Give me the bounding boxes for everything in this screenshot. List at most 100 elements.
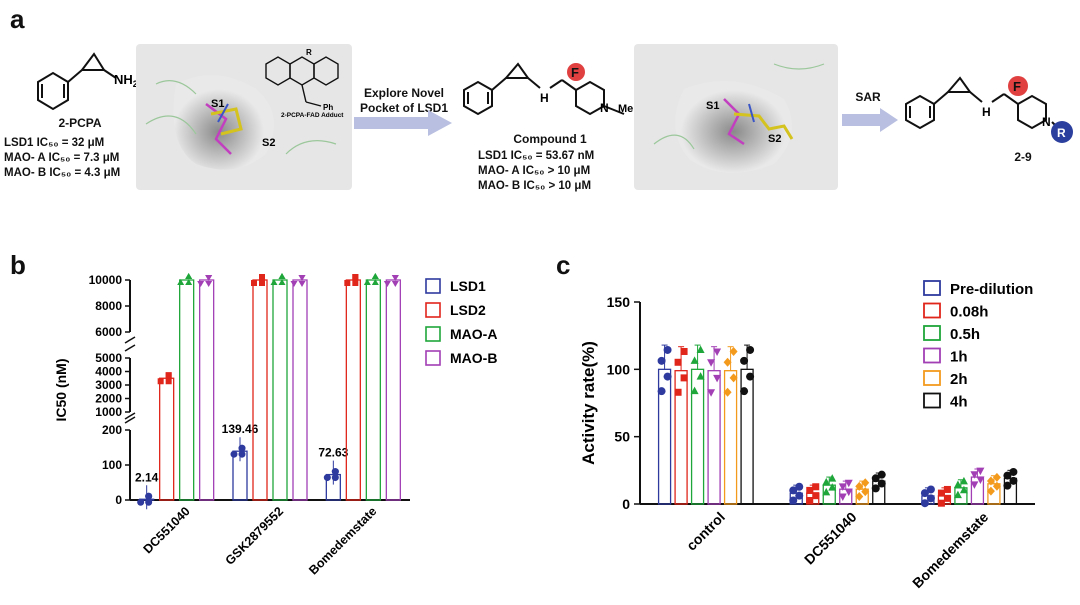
point-4h <box>871 474 880 483</box>
point-mao-b <box>391 275 399 281</box>
y-tick-label: 10000 <box>89 273 123 287</box>
legend-swatch-1h <box>923 347 941 364</box>
legend-swatch-mao-b <box>425 350 441 366</box>
point-mao-a <box>278 273 286 279</box>
legend-swatch-lsd1 <box>425 278 441 294</box>
chart-b-bars: 2.14 139.46 72.63 <box>135 273 401 510</box>
point-pre-dilution <box>926 494 935 503</box>
point-lsd1 <box>230 450 238 458</box>
legend-swatch-mao-a <box>425 326 441 342</box>
legend-label-4h: 4h <box>950 394 968 411</box>
point-0-5h <box>822 477 831 486</box>
bar-mao-b-gsk2879552 <box>292 279 308 501</box>
point-lsd2 <box>251 280 257 286</box>
pcpa-ic50-list: LSD1 IC₅₀ = 32 μM MAO- A IC₅₀ = 7.3 μM MAO… <box>4 136 120 181</box>
point-1h <box>707 359 716 367</box>
point-2h <box>855 491 864 501</box>
point-1h <box>838 483 847 491</box>
compound1-ic50-maoa: MAO- A IC₅₀ > 10 μM <box>478 165 591 177</box>
compound29-f: F <box>1013 79 1021 94</box>
point-lsd1 <box>137 498 145 506</box>
point-lsd2 <box>344 280 351 286</box>
arrow2-label: SAR <box>855 90 881 104</box>
x-tick-label-dc551040: DC551040 <box>801 509 860 568</box>
dock1-s2: S2 <box>262 137 275 149</box>
chart-b-legend: LSD1 LSD2 MAO-A MAO-B <box>425 278 497 366</box>
y-tick-label: 6000 <box>95 325 122 339</box>
point-0-08h <box>943 494 951 502</box>
point-1h <box>976 476 985 484</box>
point-1h <box>970 471 979 479</box>
y-tick-label: 50 <box>614 429 630 445</box>
y-tick-label: 5000 <box>95 351 122 365</box>
point-pre-dilution <box>926 485 935 494</box>
point-0-08h <box>680 347 688 355</box>
point-mao-b <box>383 281 391 287</box>
point-0-5h <box>959 485 968 494</box>
pcpa-ic50-maob: MAO- B IC₅₀ = 4.3 μM <box>4 167 121 179</box>
point-0-5h <box>959 476 968 485</box>
compound1-f: F <box>571 65 579 80</box>
pcpa-name: 2-PCPA <box>58 116 102 130</box>
compound1-nh: H <box>540 91 549 105</box>
point-1h <box>707 389 716 397</box>
point-pre-dilution <box>795 491 804 500</box>
legend-swatch-0-08h <box>923 302 941 319</box>
x-tick-label-dc551040: DC551040 <box>141 504 193 556</box>
point-0-08h <box>680 374 688 382</box>
bar-mao-a-dc551040 <box>179 279 195 501</box>
axis-break-mark <box>124 344 136 352</box>
y-tick-label: 200 <box>102 423 122 437</box>
dock2-s1: S1 <box>706 100 719 112</box>
point-mao-b <box>205 275 213 281</box>
point-pre-dilution <box>789 486 798 495</box>
point-2h <box>992 481 1001 491</box>
panel-label-a: a <box>10 4 25 34</box>
point-2h <box>992 472 1001 482</box>
legend-swatch-4h <box>923 392 941 409</box>
point-lsd1 <box>323 474 331 482</box>
chart-c: 0 50 100 150 Activity rate(%) control DC551040… <box>579 280 1035 591</box>
point-lsd2 <box>352 274 359 280</box>
data-label-bomedemstate: 72.63 <box>318 446 348 460</box>
legend-swatch-2h <box>923 370 941 386</box>
compound1-me: Me <box>618 103 633 115</box>
compound1-n: N <box>600 101 609 115</box>
y-tick-label: 100 <box>102 458 122 472</box>
x-tick-label-control: control <box>683 509 728 554</box>
structure-compound-1: F H N Me <box>463 62 633 116</box>
bar-mao-a-bomedemstate <box>365 279 381 501</box>
point-1h <box>970 481 979 489</box>
point-0-08h <box>812 483 820 491</box>
point-2h <box>861 478 870 488</box>
legend-label-mao-b: MAO-B <box>450 350 497 366</box>
point-mao-b <box>205 281 213 287</box>
bar-lsd2-gsk2879552 <box>252 279 268 501</box>
point-1h <box>844 488 853 497</box>
legend-swatch-pre-dilution <box>923 280 941 296</box>
point-0-5h <box>690 356 699 364</box>
docking-image-2: S1 S2 <box>634 44 838 190</box>
compound1-name: Compound 1 <box>513 132 587 146</box>
legend-label-0-5h: 0.5h <box>950 326 980 343</box>
data-label-dc551040: 2.14 <box>135 470 159 484</box>
point-1h <box>838 493 847 501</box>
legend-label-0-08h: 0.08h <box>950 304 988 321</box>
y-tick-label: 2000 <box>95 392 122 406</box>
point-pre-dilution <box>789 496 798 505</box>
point-0-08h <box>806 486 814 494</box>
point-mao-a <box>270 279 278 285</box>
point-mao-b <box>298 275 306 281</box>
point-4h <box>877 479 886 488</box>
dock1-adduct: 2-PCPA-FAD Adduct <box>281 112 344 119</box>
point-4h <box>1003 471 1012 480</box>
point-lsd2 <box>165 372 172 379</box>
point-0-08h <box>674 388 682 396</box>
point-1h <box>844 479 853 488</box>
point-2h <box>729 373 738 383</box>
point-4h <box>740 356 749 365</box>
point-0-08h <box>674 358 682 366</box>
point-4h <box>746 345 755 354</box>
point-0-5h <box>828 474 837 482</box>
point-2h <box>723 357 732 367</box>
